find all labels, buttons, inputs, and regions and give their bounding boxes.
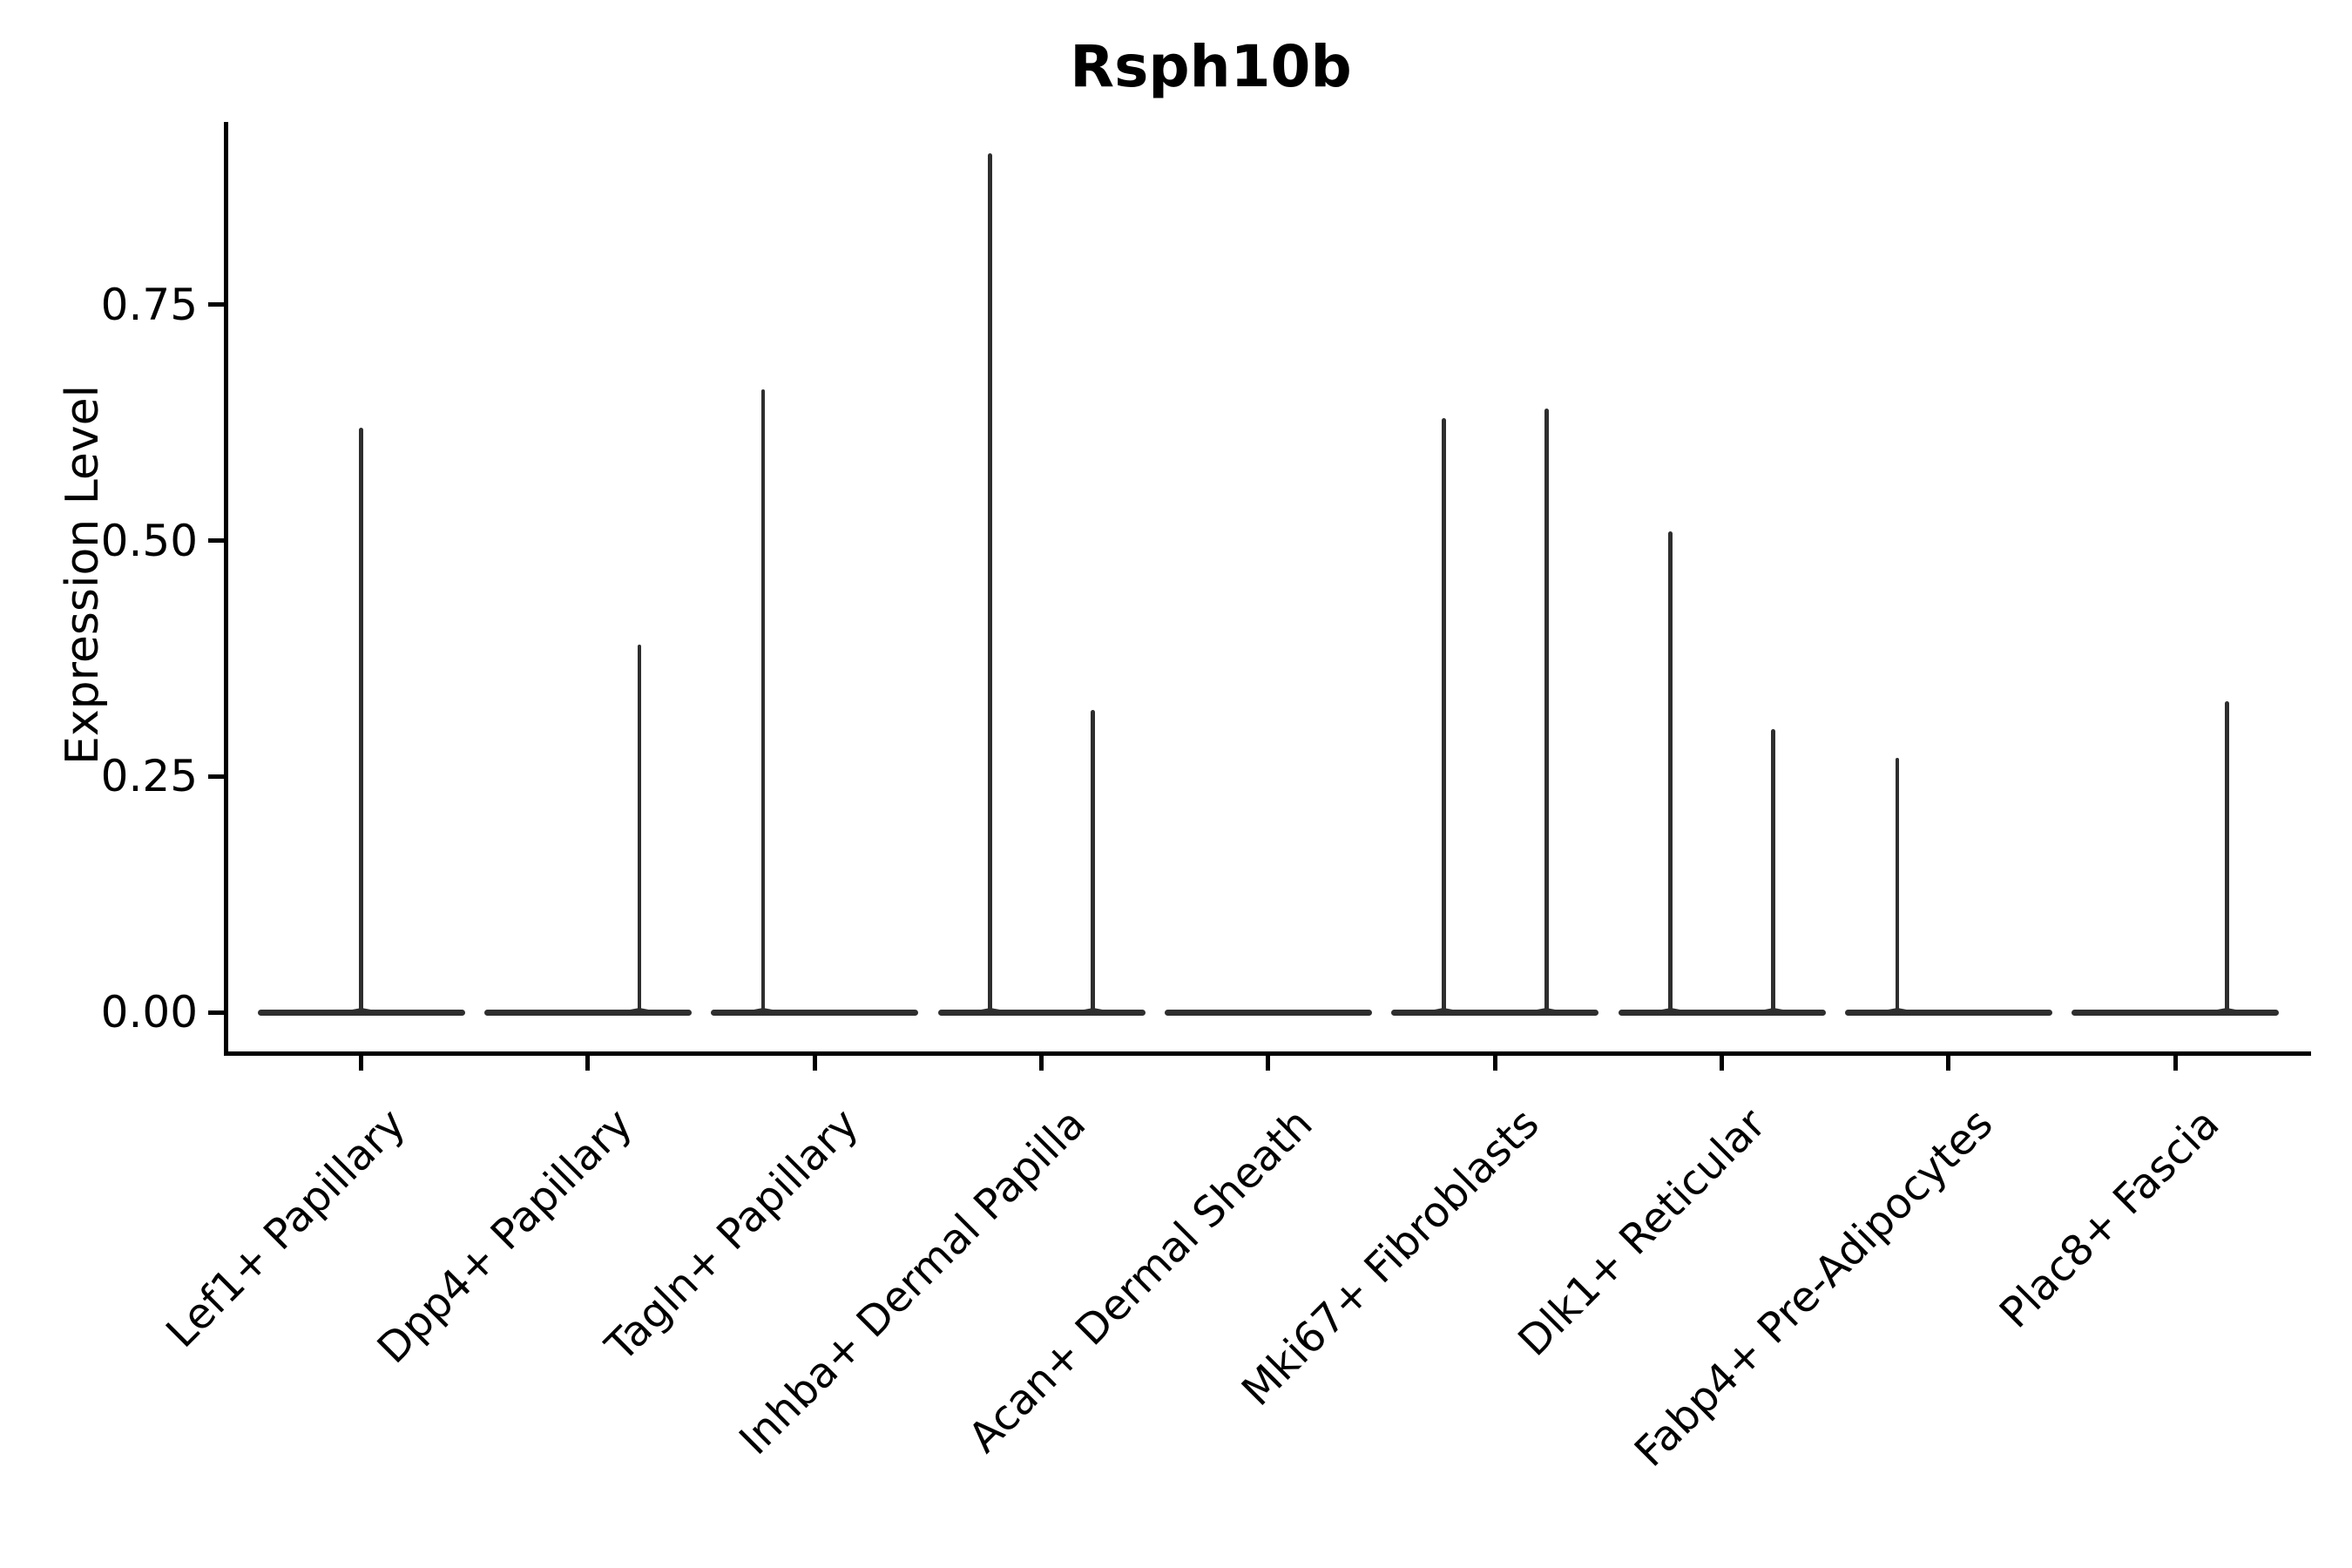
violin-baseline <box>1844 1009 2052 1016</box>
violin-spike <box>1668 531 1673 1016</box>
violin-spike <box>1442 417 1446 1016</box>
violin-spike <box>1771 729 1775 1016</box>
violin-spike <box>359 427 363 1016</box>
x-tick <box>2173 1055 2178 1071</box>
x-category-label: Dlk1+ Reticular <box>1509 1099 1776 1366</box>
x-category-label: Tagln+ Papillary <box>597 1099 868 1371</box>
x-tick <box>1946 1055 1951 1071</box>
x-category-label: Plac8+ Fascia <box>1990 1099 2229 1338</box>
x-category-label: Fabp4+ Pre-Adipocytes <box>1625 1099 2003 1477</box>
violin-spike <box>1091 710 1095 1016</box>
violin-baseline <box>1164 1009 1372 1016</box>
violin-spike <box>1895 757 1900 1016</box>
chart-title: Rsph10b <box>1070 33 1352 100</box>
violin-spike <box>1544 408 1549 1016</box>
violin-baseline <box>1391 1009 1599 1016</box>
x-tick <box>585 1055 591 1071</box>
x-category-label: Lef1+ Papillary <box>157 1099 416 1357</box>
violin-baseline <box>937 1009 1146 1016</box>
x-tick <box>812 1055 817 1071</box>
violin-baseline <box>1618 1009 1826 1016</box>
y-tick-label: 0.00 <box>100 987 198 1037</box>
x-tick <box>1720 1055 1725 1071</box>
x-tick <box>1492 1055 1497 1071</box>
y-axis-title: Expression Level <box>57 384 109 766</box>
violin-baseline <box>483 1009 692 1016</box>
x-tick <box>1266 1055 1271 1071</box>
violin-baseline <box>2072 1009 2280 1016</box>
y-tick-label: 0.50 <box>100 515 198 566</box>
y-tick <box>208 774 224 779</box>
y-tick-label: 0.75 <box>100 279 198 330</box>
x-axis-line <box>224 1051 2311 1056</box>
y-tick <box>208 538 224 543</box>
y-tick <box>208 1010 224 1015</box>
x-tick <box>1039 1055 1044 1071</box>
y-axis-line <box>224 122 228 1056</box>
x-tick <box>359 1055 363 1071</box>
violin-spike <box>988 153 992 1016</box>
violin-spike <box>760 389 766 1016</box>
violin-baseline <box>711 1009 919 1016</box>
violin-spike <box>2225 700 2229 1016</box>
y-tick-label: 0.25 <box>100 751 198 802</box>
violin-spike <box>637 644 642 1016</box>
y-tick <box>208 302 224 308</box>
